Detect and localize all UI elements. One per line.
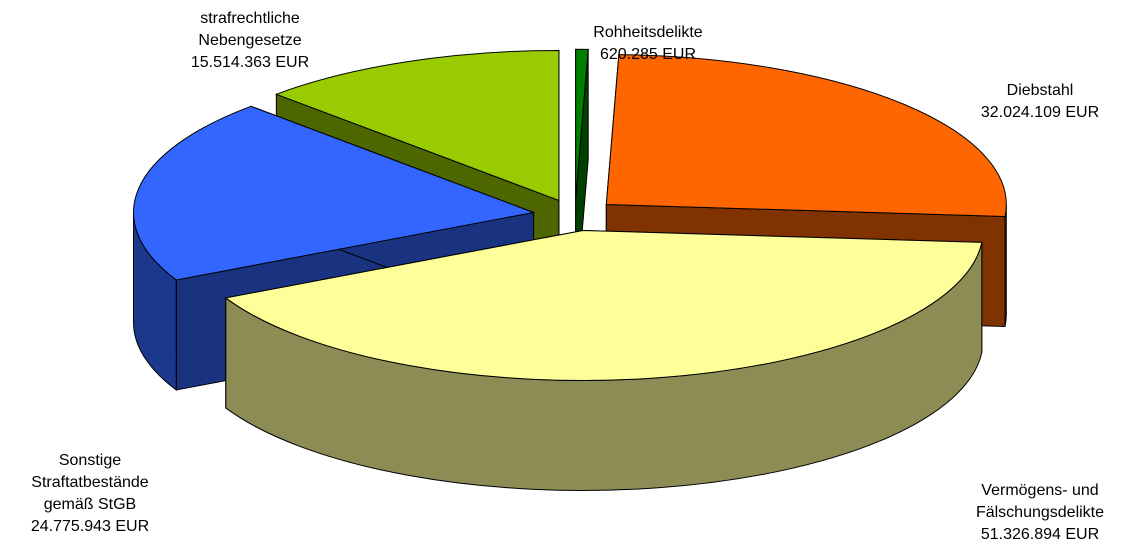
value-label: 24.775.943 EUR	[30, 518, 150, 535]
category-label: Vermögens- und Fälschungsdelikte	[975, 482, 1105, 521]
category-label: Diebstahl	[1006, 82, 1074, 99]
category-label: strafrechtliche Nebengesetze	[198, 10, 302, 49]
slice-wall	[1004, 204, 1007, 327]
data-label: Vermögens- und Fälschungsdelikte 51.326.8…	[940, 480, 1129, 546]
value-label: 15.514.363 EUR	[190, 54, 310, 71]
data-label: Diebstahl 32.024.109 EUR	[940, 80, 1129, 124]
category-label: Rohheitsdelikte	[593, 24, 703, 41]
slice-top	[575, 48, 589, 200]
category-label: Sonstige Straftatbestände gemäß StGB	[31, 452, 149, 513]
value-label: 51.326.894 EUR	[980, 526, 1100, 543]
slice	[224, 229, 983, 491]
value-label: 32.024.109 EUR	[980, 104, 1100, 121]
slice-top	[224, 229, 983, 381]
slice-top	[605, 54, 1007, 217]
slice-top	[133, 105, 536, 281]
value-label: 620.285 EUR	[599, 46, 697, 63]
data-label: strafrechtliche Nebengesetze 15.514.363 E…	[175, 8, 325, 74]
slice-top	[274, 49, 560, 202]
data-label: Sonstige Straftatbestände gemäß StGB 24.7…	[15, 450, 165, 538]
data-label: Rohheitsdelikte 620.285 EUR	[548, 22, 748, 66]
